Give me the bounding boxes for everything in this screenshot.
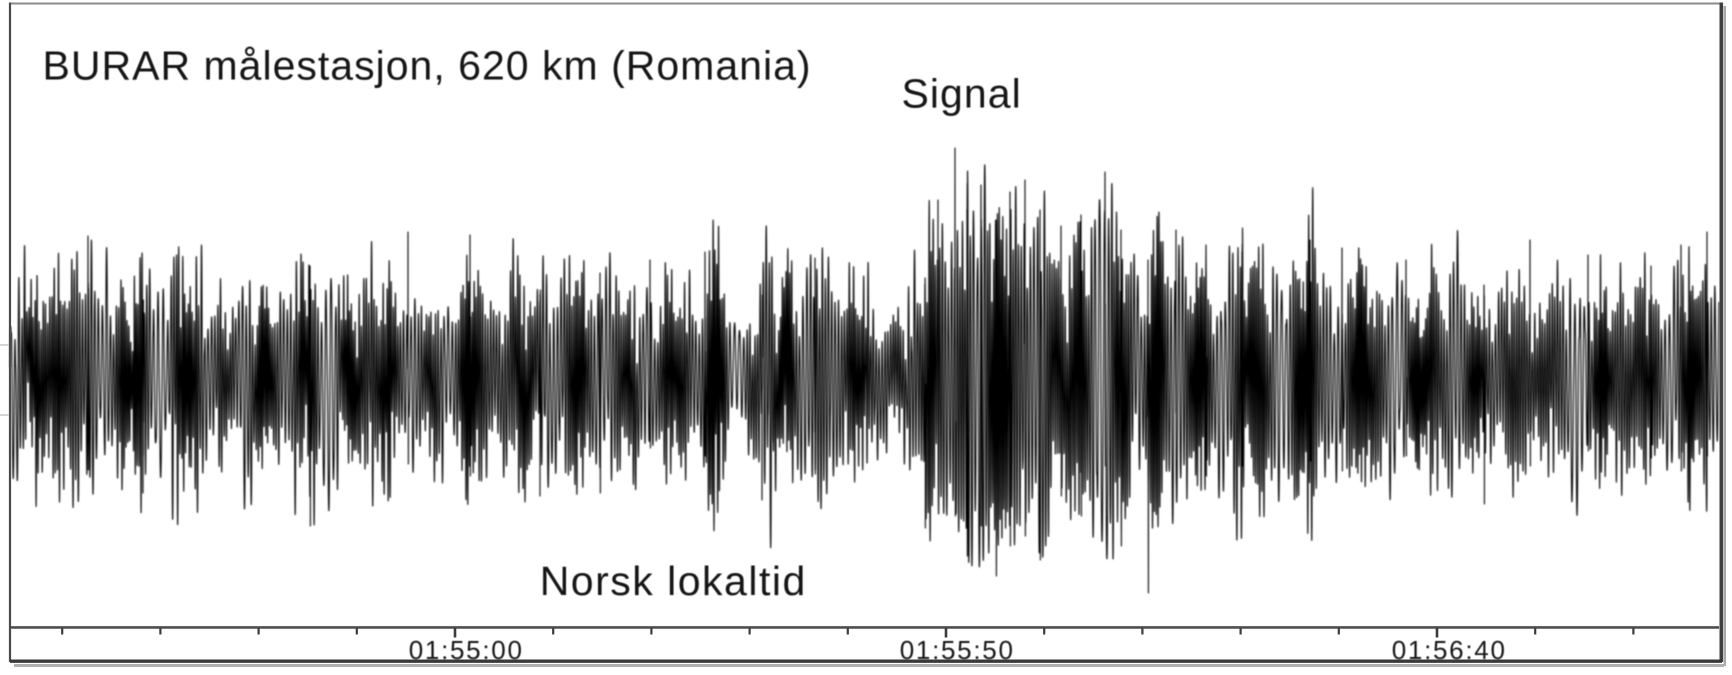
svg-text:01:56:40: 01:56:40 [1392,635,1507,665]
svg-text:Norsk lokaltid: Norsk lokaltid [540,558,807,604]
svg-text:01:55:00: 01:55:00 [409,635,524,665]
svg-text:01:55:50: 01:55:50 [900,635,1015,665]
svg-text:Signal: Signal [902,71,1022,117]
svg-text:BURAR målestasjon, 620 km (Rom: BURAR målestasjon, 620 km (Romania) [43,42,812,88]
